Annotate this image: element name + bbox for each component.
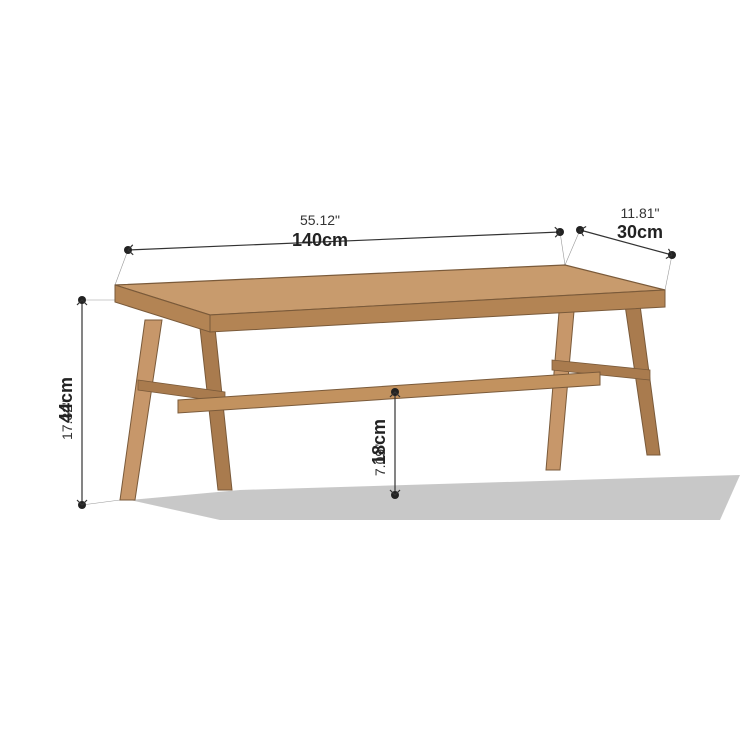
guide	[565, 230, 580, 265]
guide	[82, 500, 120, 505]
dim-height-cm: 44cm	[56, 377, 76, 423]
dim-depth: 11.81"30cm	[576, 205, 676, 259]
guide	[115, 250, 128, 285]
leg-front-left	[120, 320, 162, 500]
guide	[560, 232, 565, 265]
dim-stretcher-height-cm: 18cm	[369, 419, 389, 465]
dim-length: 55.12" 140cm	[124, 212, 564, 255]
stretcher	[178, 372, 600, 413]
dim-length-inches: 55.12"	[300, 212, 340, 228]
dim-length-cm: 140cm	[292, 230, 348, 250]
dim-height: 17.32"44cm	[56, 296, 87, 509]
dim-depth-inches: 11.81"	[621, 205, 660, 221]
dim-stretcher-height: 7.09"18cm	[369, 388, 400, 499]
bench-dimension-diagram: 55.12" 140cm 11.81"30cm 17.32"44cm 7.09"18cm	[0, 0, 750, 750]
leg-back-right	[625, 305, 660, 455]
dim-depth-cm: 30cm	[617, 222, 663, 242]
guide	[665, 255, 672, 290]
